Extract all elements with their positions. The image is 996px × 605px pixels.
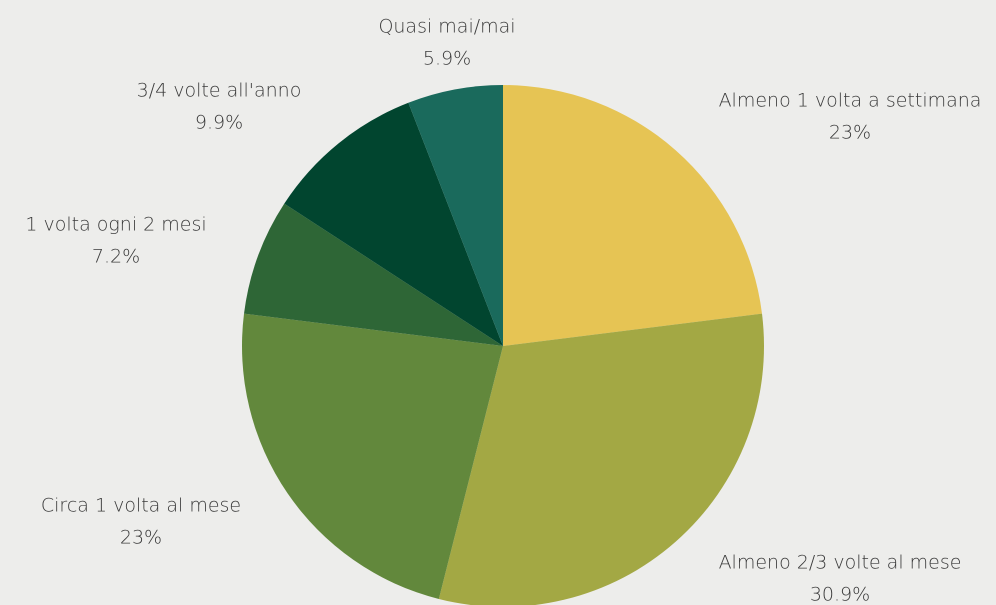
pie-slice: [408, 85, 503, 346]
slice-value: 30.9%: [810, 584, 870, 605]
slice-value: 5.9%: [423, 48, 471, 70]
slice-value: 23%: [120, 527, 162, 549]
slice-label: 3/4 volte all'anno: [137, 80, 302, 102]
slice-label: Almeno 2/3 volte al mese: [719, 552, 962, 574]
slice-value: 7.2%: [92, 246, 140, 268]
slice-label: Almeno 1 volta a settimana: [719, 90, 982, 112]
slice-label: Quasi mai/mai: [378, 16, 515, 38]
slice-value: 23%: [829, 122, 871, 144]
slice-value: 9.9%: [195, 112, 243, 134]
pie-slice: [284, 102, 503, 346]
pie-slice: [503, 85, 762, 346]
pie-slice: [241, 313, 503, 599]
pie-slice: [244, 203, 503, 346]
pie-slice: [438, 313, 764, 605]
slice-label: Circa 1 volta al mese: [41, 495, 241, 517]
slice-label: 1 volta ogni 2 mesi: [25, 214, 206, 236]
